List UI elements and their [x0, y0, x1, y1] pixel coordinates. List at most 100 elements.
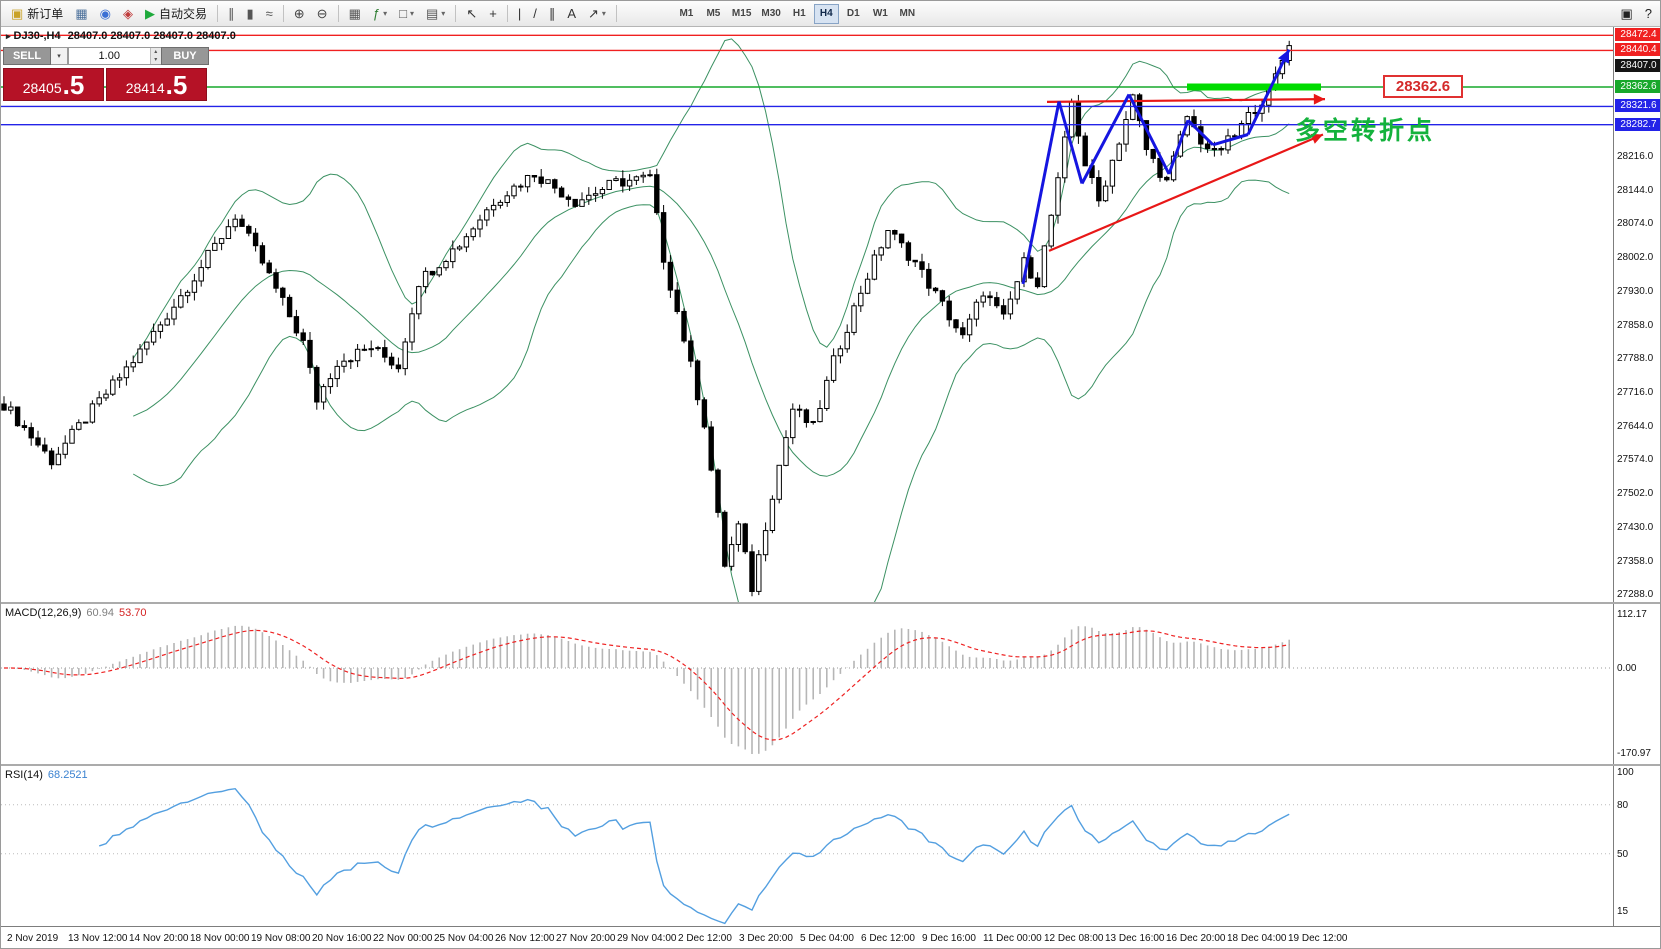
rsi-axis: 100 80 50 15	[1613, 766, 1660, 926]
volume-input[interactable]	[69, 48, 150, 64]
panel-splitter-2[interactable]	[1, 764, 1660, 766]
timeframe-m1[interactable]: M1	[679, 8, 694, 19]
volume-field: ▴ ▾	[68, 47, 161, 65]
symbol-ohlc-label: ▸ DJ30-,H4 28407.0 28407.0 28407.0 28407.0	[6, 30, 236, 42]
time-label: 27 Nov 20:00	[556, 933, 616, 944]
macd-title: MACD(12,26,9)	[5, 607, 82, 619]
charts-grid-icon[interactable]: ▦	[70, 3, 92, 24]
rsi-panel[interactable]: RSI(14) 68.2521	[1, 766, 1613, 926]
rsi-tick: 15	[1617, 906, 1629, 917]
toolbar-right: ▣?	[1614, 1, 1658, 26]
main-chart-panel[interactable]: ▸ DJ30-,H4 28407.0 28407.0 28407.0 28407.0…	[1, 27, 1613, 602]
new-order-button[interactable]: ▣ 新订单	[6, 3, 68, 24]
buy-button[interactable]: BUY	[161, 47, 209, 65]
buy-price-main: 28414	[125, 79, 165, 96]
ohlc-values: 28407.0 28407.0 28407.0 28407.0	[67, 30, 236, 42]
price-tick: 27644.0	[1617, 421, 1654, 432]
price-tag: 28472.4	[1615, 28, 1660, 41]
zoom-in-icon[interactable]: ⊕	[289, 3, 310, 24]
cursor-icon[interactable]: ↖	[461, 3, 482, 24]
price-axis[interactable]: 28216.0 28144.0 28074.0 28002.0 27930.0 27858…	[1613, 27, 1660, 602]
profiles-icon[interactable]: ◉	[95, 3, 116, 24]
vertical-line-icon-glyph: |	[517, 6, 522, 21]
timeframe-bar: M1 M5 M15 M30 H1 H4 D1 W1 MN	[673, 1, 921, 26]
panel-splitter-1[interactable]	[1, 602, 1660, 604]
time-axis[interactable]: 2 Nov 2019 13 Nov 12:00 14 Nov 20:00 18 Nov…	[1, 926, 1660, 948]
new-order-button-glyph: ▣	[11, 6, 24, 21]
price-tick: 27716.0	[1617, 387, 1654, 398]
price-tick: 28074.0	[1617, 218, 1654, 229]
price-tick: 27930.0	[1617, 286, 1654, 297]
text-label-icon[interactable]: A	[562, 3, 581, 24]
new-chart-button[interactable]: ▤ ▾	[421, 3, 450, 24]
chevron-down-icon: ▾	[441, 9, 446, 18]
macd-label: MACD(12,26,9) 60.94 53.70	[5, 607, 146, 619]
time-label: 19 Nov 08:00	[251, 933, 311, 944]
arrows-icon[interactable]: ↗ ▾	[583, 3, 611, 24]
time-label: 18 Nov 00:00	[190, 933, 250, 944]
time-label: 12 Dec 08:00	[1044, 933, 1104, 944]
macd-tick: -170.97	[1617, 748, 1651, 759]
auto-trading-button[interactable]: ▶ 自动交易	[140, 3, 212, 24]
time-label: 14 Nov 20:00	[129, 933, 189, 944]
chevron-down-icon: ▾	[601, 9, 606, 18]
symbol-name: DJ30-,H4	[13, 30, 61, 42]
indicators-button[interactable]: ƒ ▾	[368, 3, 392, 24]
equidistant-channel-icon[interactable]: ∥	[544, 3, 561, 24]
time-label: 3 Dec 20:00	[739, 933, 793, 944]
cursor-icon-glyph: ↖	[466, 6, 478, 21]
line-chart-icon[interactable]: ≈	[261, 3, 278, 24]
macd-panel[interactable]: MACD(12,26,9) 60.94 53.70	[1, 604, 1613, 764]
timeframe-m30[interactable]: M30	[761, 8, 781, 19]
volume-up-icon[interactable]: ▴	[150, 48, 161, 56]
help-icon[interactable]: ?	[1640, 3, 1657, 24]
bar-chart-icon[interactable]: ∥	[223, 3, 240, 24]
volume-down-icon[interactable]: ▾	[150, 56, 161, 64]
auto-trading-button-glyph: ▶	[144, 6, 155, 21]
trendline-icon-glyph: /	[533, 6, 537, 21]
tile-windows-icon[interactable]: ▦	[344, 3, 366, 24]
new-chart-button-glyph: ▤	[426, 6, 439, 21]
rsi-value: 68.2521	[47, 769, 88, 781]
zoom-out-icon[interactable]: ⊖	[312, 3, 333, 24]
vertical-line-icon[interactable]: |	[513, 3, 526, 24]
toolbar-items: ▣ 新订单 ▦ ◉ ◈ ▶ 自动交易 ∥ ▮ ≈ ⊕ ⊖ ▦ ƒ ▾ □ ▾ ▤ ▾ ↖ + | / ∥ A ↗ ▾	[5, 1, 621, 26]
price-tick: 27502.0	[1617, 488, 1654, 499]
timeframe-h4[interactable]: H4	[813, 3, 839, 24]
timeframe-w1[interactable]: W1	[872, 8, 888, 19]
timeframe-h1[interactable]: H1	[792, 8, 806, 19]
candlestick-chart-icon[interactable]: ▮	[241, 3, 258, 24]
timeframe-m15[interactable]: M15	[731, 8, 752, 19]
toolbar-separator	[506, 5, 508, 22]
macd-chart	[1, 625, 1613, 754]
rsi-tick: 80	[1617, 800, 1629, 811]
sell-price-display[interactable]: 28405 .5	[3, 68, 104, 101]
objects-button[interactable]: □ ▾	[394, 3, 419, 24]
toolbar-separator	[455, 5, 457, 22]
candlestick-chart[interactable]	[1, 27, 1613, 602]
data-window-icon[interactable]: ◈	[118, 3, 138, 24]
macd-tick: 0.00	[1617, 663, 1637, 674]
price-tick: 28216.0	[1617, 151, 1654, 162]
trendline-icon[interactable]: /	[528, 3, 542, 24]
zoom-out-icon-glyph: ⊖	[316, 6, 328, 21]
timeframe-d1[interactable]: D1	[846, 8, 860, 19]
rsi-tick: 50	[1617, 849, 1629, 860]
time-label: 6 Dec 12:00	[861, 933, 915, 944]
rsi-title: RSI(14)	[5, 769, 43, 781]
time-label: 11 Dec 00:00	[983, 933, 1042, 944]
objects-button-glyph: □	[399, 6, 407, 21]
order-type-dropdown[interactable]: ▾	[51, 47, 68, 65]
crosshair-icon[interactable]: +	[484, 3, 502, 24]
price-tick: 27788.0	[1617, 353, 1654, 364]
window-layout-icon[interactable]: ▣	[1615, 3, 1637, 24]
buy-price-display[interactable]: 28414 .5	[106, 68, 207, 101]
price-level-label[interactable]: 28362.6	[1383, 75, 1463, 98]
chart-annotation-text: 多空转折点	[1295, 117, 1436, 145]
time-label: 9 Dec 16:00	[922, 933, 976, 944]
timeframe-mn[interactable]: MN	[899, 8, 916, 19]
sell-button[interactable]: SELL	[3, 47, 51, 65]
timeframe-m5[interactable]: M5	[706, 8, 721, 19]
volume-stepper: ▴ ▾	[149, 48, 161, 64]
tile-windows-icon-glyph: ▦	[348, 6, 361, 21]
